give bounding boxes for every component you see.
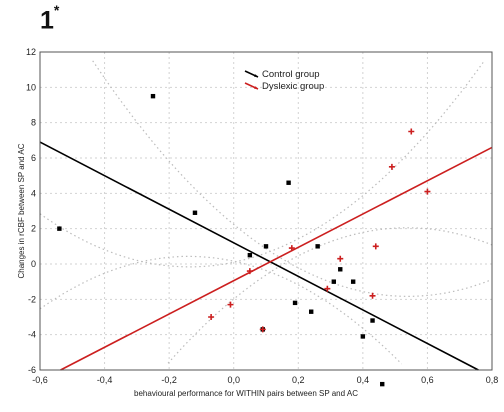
plot-frame: [39, 51, 493, 371]
data-point: [315, 244, 320, 249]
x-tick-label: -0,4: [97, 375, 113, 385]
data-point: [263, 244, 269, 249]
y-tick-label: 10: [26, 82, 36, 92]
x-tick-label: -0,6: [32, 375, 48, 385]
data-point: [380, 381, 385, 387]
data-point: [246, 268, 253, 275]
data-point: [192, 210, 198, 215]
data-point: [337, 255, 344, 262]
x-tick-label: 0,4: [357, 375, 370, 385]
legend-label: Control group: [262, 69, 320, 80]
legend-arrow: [254, 86, 258, 89]
y-tick-label: -2: [28, 294, 36, 304]
data-point: [338, 267, 343, 272]
x-axis-label: behavioural performance for WITHIN pairs…: [134, 389, 358, 398]
data-point: [227, 301, 234, 308]
y-tick-label: 12: [26, 47, 36, 57]
axis-layer: -0,6 -0,4 -0,2 0,0 0,2 0,4 0,6 0,8 -6 -4 -2 0 2 4 6 8 10…: [17, 47, 498, 398]
confidence-band-lower: [39, 255, 403, 365]
data-point: [150, 93, 156, 99]
data-point: [247, 252, 253, 258]
y-tick-label: -4: [28, 330, 36, 340]
figure-label: 1*: [40, 2, 59, 35]
regression-line-layer: [39, 141, 493, 371]
grid-layer: [39, 51, 493, 371]
data-point: [208, 314, 215, 320]
x-tick-label: -0,2: [161, 375, 177, 385]
data-point: [372, 243, 379, 250]
data-point: [388, 163, 395, 170]
data-point: [288, 245, 295, 252]
data-point: [309, 309, 314, 314]
data-point: [286, 180, 291, 185]
data-point: [360, 334, 366, 339]
y-tick-label: -6: [28, 365, 36, 375]
legend-label: Dyslexic group: [262, 81, 324, 92]
y-tick-label: 6: [31, 153, 36, 163]
regression-line: [60, 146, 493, 371]
significance-mark: *: [53, 2, 60, 18]
data-point: [424, 188, 431, 195]
y-tick-label: 4: [31, 188, 36, 198]
figure-number: 1: [40, 6, 54, 35]
legend-arrow: [254, 74, 258, 77]
y-axis-label: Changes in rCBF between SP and AC: [17, 143, 26, 278]
x-tick-label: 0,0: [227, 375, 240, 385]
data-point: [292, 300, 298, 306]
data-point: [324, 285, 331, 292]
data-point: [350, 279, 356, 284]
data-point: [57, 226, 62, 231]
data-point: [408, 128, 415, 135]
data-point: [370, 318, 375, 323]
data-point: [369, 292, 376, 299]
data-point: [259, 326, 266, 333]
data-point: [331, 279, 336, 284]
x-tick-label: 0,8: [486, 375, 499, 385]
regression-line: [39, 141, 479, 371]
confidence-band-lower: [167, 227, 493, 364]
confidence-band-layer: [39, 60, 493, 365]
x-tick-label: 0,6: [421, 375, 434, 385]
y-tick-label: 0: [31, 259, 36, 269]
data-point-layer: [57, 93, 431, 387]
x-tick-label: 0,2: [292, 375, 305, 385]
y-tick-label: 8: [31, 118, 36, 128]
confidence-band-upper: [39, 60, 485, 268]
y-tick-label: 2: [31, 224, 36, 234]
